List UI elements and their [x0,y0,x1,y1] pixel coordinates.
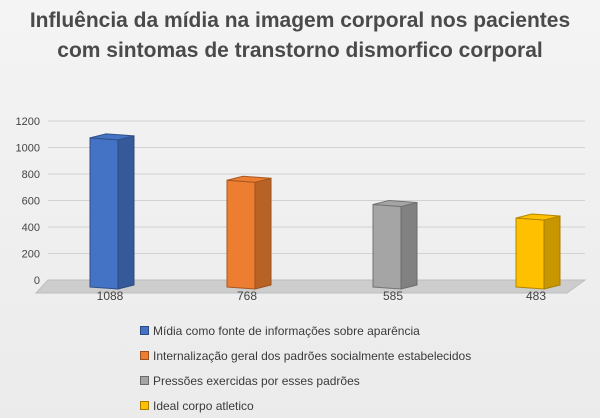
y-tick-label: 0 [34,275,40,287]
x-tick-label: 483 [526,289,546,303]
x-tick-label: 768 [237,289,257,303]
y-tick-label: 1000 [16,143,40,155]
bar-front [515,217,545,290]
x-tick-label: 585 [383,289,403,303]
chart-legend: Mídia como fonte de informações sobre ap… [140,318,471,418]
legend-label: Ideal corpo atletico [153,398,254,413]
bar-side [400,201,418,290]
bar-top [515,213,561,221]
legend-swatch-2 [140,351,149,360]
legend-item: Pressões exercidas por esses padrões [140,368,471,393]
legend-swatch-3 [140,376,149,385]
y-tick-label: 1200 [16,116,40,128]
bar-front [372,203,402,290]
legend-item: Internalização geral dos padrões socialm… [140,343,471,368]
bar-top [372,199,418,207]
legend-label: Pressões exercidas por esses padrões [153,373,360,388]
legend-label: Mídia como fonte de informações sobre ap… [153,323,420,338]
legend-swatch-1 [140,326,149,335]
bar-front [226,179,256,290]
x-tick-label: 1088 [97,289,124,303]
legend-swatch-4 [140,401,149,410]
legend-item: Mídia como fonte de informações sobre ap… [140,318,471,343]
y-tick-label: 600 [22,196,40,208]
y-tick-label: 800 [22,169,40,181]
chart-title: Influência da mídia na imagem corporal n… [29,9,571,62]
bar-side [254,177,272,290]
bar-front [89,137,119,290]
y-tick-label: 200 [22,249,40,261]
y-tick-label: 400 [22,222,40,234]
bar-top [226,175,272,183]
legend-item: Ideal corpo atletico [140,393,471,418]
bar-side [543,215,561,290]
legend-label: Internalização geral dos padrões socialm… [153,348,472,363]
bar-top [89,133,135,141]
bar-side [117,135,135,290]
